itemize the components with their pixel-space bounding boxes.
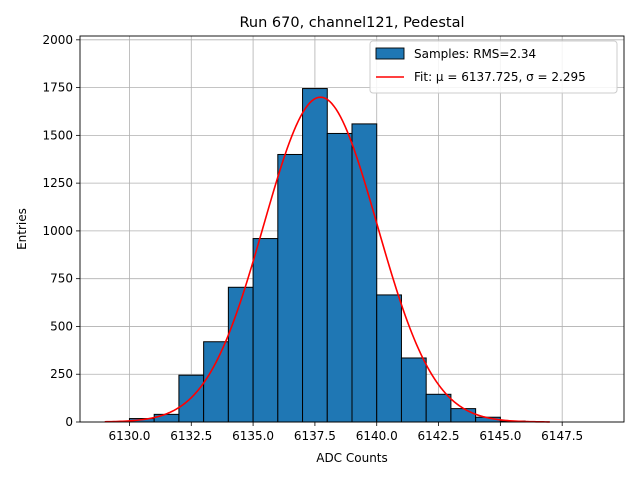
legend-swatch-samples — [375, 47, 405, 60]
histogram-bar — [227, 286, 254, 423]
x-axis-ticks: 6130.0 6132.5 6135.0 6137.5 6140.0 6142.5 6145… — [108, 422, 583, 443]
chart-title: Run 670, channel121, Pedestal — [239, 15, 464, 31]
histogram-bar — [351, 123, 378, 423]
x-tick-label: 6145.0 — [479, 429, 521, 443]
x-tick-label: 6137.5 — [294, 429, 336, 443]
y-tick-label: 250 — [50, 367, 73, 381]
histogram-bar — [425, 393, 452, 423]
x-tick-label: 6130.0 — [108, 429, 150, 443]
x-tick-label: 6140.0 — [356, 429, 398, 443]
histogram-bar — [376, 294, 402, 423]
legend-label-fit: Fit: μ = 6137.725, σ = 2.295 — [414, 70, 586, 84]
x-axis-label: ADC Counts — [316, 451, 388, 465]
y-tick-label: 1250 — [42, 176, 73, 190]
y-tick-label: 1000 — [42, 224, 73, 238]
fit-curve-layer — [104, 96, 550, 423]
histogram-bar — [153, 413, 180, 423]
histogram-bar — [450, 408, 477, 423]
histogram-bars — [128, 88, 526, 423]
x-tick-label: 6147.5 — [541, 429, 583, 443]
histogram-bar — [277, 153, 304, 423]
y-tick-label: 1750 — [42, 81, 73, 95]
histogram-bar — [326, 132, 353, 423]
y-tick-label: 0 — [65, 415, 73, 429]
fit-curve — [104, 96, 550, 423]
legend-label-samples: Samples: RMS=2.34 — [414, 47, 536, 61]
histogram-bar — [252, 238, 279, 423]
plot-frame — [79, 35, 625, 423]
y-tick-label: 750 — [50, 272, 73, 286]
y-tick-label: 1500 — [42, 128, 73, 142]
x-tick-label: 6132.5 — [170, 429, 212, 443]
y-axis-label: Entries — [15, 208, 29, 250]
x-tick-label: 6142.5 — [418, 429, 460, 443]
y-tick-label: 2000 — [42, 33, 73, 47]
legend: Samples: RMS=2.34 Fit: μ = 6137.725, σ =… — [369, 40, 618, 94]
histogram-bar — [203, 341, 229, 423]
histogram-bar — [302, 88, 328, 423]
histogram-bar — [400, 357, 427, 423]
legend-box — [369, 40, 618, 94]
x-tick-label: 6135.0 — [232, 429, 274, 443]
y-axis-ticks: 0 250 500 750 1000 1250 1500 1750 2000 — [42, 33, 80, 429]
y-tick-label: 500 — [50, 319, 73, 333]
